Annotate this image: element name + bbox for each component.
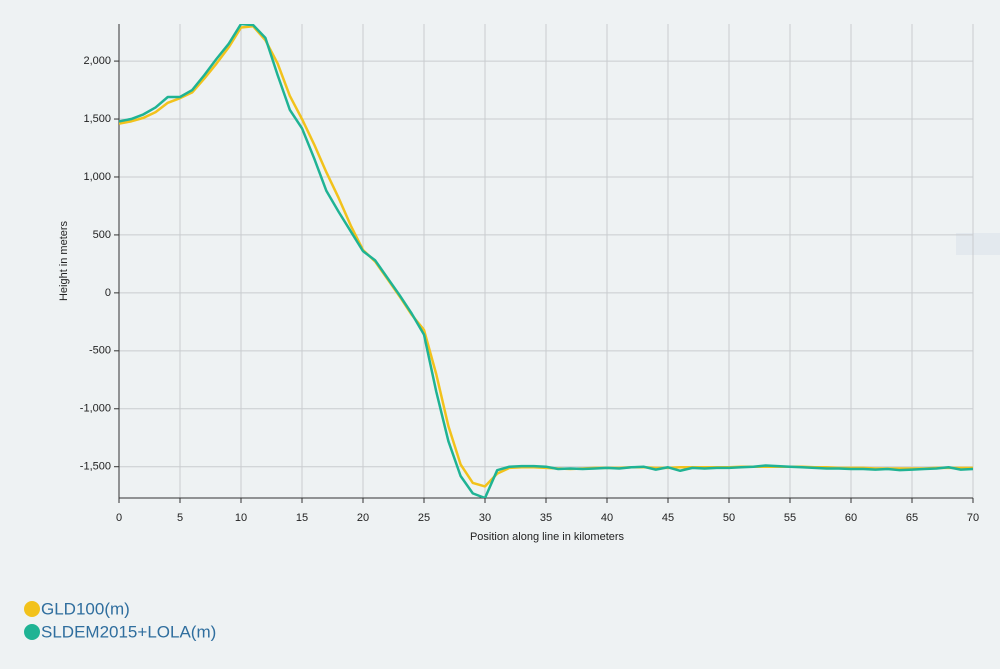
- x-tick-label: 0: [116, 512, 122, 524]
- x-tick-label: 40: [601, 512, 613, 524]
- x-axis-label: Position along line in kilometers: [470, 531, 625, 543]
- x-tick-label: 30: [479, 512, 491, 524]
- y-tick-label: 0: [105, 287, 111, 299]
- y-tick-label: -1,000: [80, 403, 111, 415]
- x-tick-label: 15: [296, 512, 308, 524]
- x-tick-label: 35: [540, 512, 552, 524]
- legend-label: SLDEM2015+LOLA(m): [41, 622, 216, 641]
- x-tick-label: 65: [906, 512, 918, 524]
- x-tick-label: 70: [967, 512, 979, 524]
- y-tick-label: 2,000: [83, 55, 111, 67]
- x-tick-label: 50: [723, 512, 735, 524]
- y-tick-label: 1,500: [83, 113, 111, 125]
- y-tick-label: -500: [89, 345, 111, 357]
- x-tick-label: 55: [784, 512, 796, 524]
- x-tick-label: 10: [235, 512, 247, 524]
- x-tick-label: 60: [845, 512, 857, 524]
- x-tick-label: 20: [357, 512, 369, 524]
- x-tick-label: 25: [418, 512, 430, 524]
- series-line: [119, 24, 973, 498]
- tooltip-stub: [956, 233, 1000, 255]
- legend-swatch: [24, 624, 40, 640]
- y-tick-label: 1,000: [83, 171, 111, 183]
- y-axis-label: Height in meters: [58, 220, 70, 301]
- y-tick-label: 500: [93, 229, 111, 241]
- x-tick-label: 5: [177, 512, 183, 524]
- legend-label: GLD100(m): [41, 599, 130, 618]
- x-tick-label: 45: [662, 512, 674, 524]
- legend-swatch: [24, 601, 40, 617]
- y-tick-label: -1,500: [80, 461, 111, 473]
